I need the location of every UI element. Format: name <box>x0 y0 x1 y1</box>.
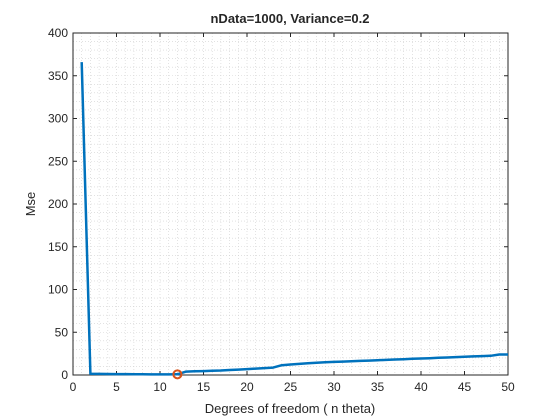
y-tick-label: 0 <box>61 368 68 382</box>
y-axis-label: Mse <box>23 192 38 217</box>
axis-ticks: 0 5 10 15 20 25 30 35 40 45 50 0 50 100 150 200 250 300 35… <box>48 26 515 394</box>
y-tick-label: 50 <box>55 325 69 339</box>
x-tick-label: 20 <box>240 380 254 394</box>
chart-title: nData=1000, Variance=0.2 <box>210 11 369 26</box>
x-tick-label: 15 <box>197 380 211 394</box>
x-axis-label: Degrees of freedom ( n theta) <box>205 401 376 416</box>
y-tick-label: 300 <box>48 112 68 126</box>
x-tick-label: 5 <box>113 380 120 394</box>
minimum-marker <box>172 369 183 380</box>
y-tick-label: 150 <box>48 240 68 254</box>
x-tick-label: 45 <box>458 380 472 394</box>
x-tick-label: 35 <box>371 380 385 394</box>
x-tick-label: 0 <box>70 380 77 394</box>
x-tick-label: 30 <box>327 380 341 394</box>
y-tick-label: 100 <box>48 283 68 297</box>
y-tick-label: 400 <box>48 26 68 40</box>
x-tick-label: 25 <box>284 380 298 394</box>
y-tick-label: 350 <box>48 69 68 83</box>
mse-series-line <box>80 62 508 376</box>
minor-grid <box>73 33 508 375</box>
series-layer <box>80 62 508 380</box>
x-tick-label: 10 <box>153 380 167 394</box>
y-tick-label: 200 <box>48 197 68 211</box>
y-tick-label: 250 <box>48 154 68 168</box>
x-tick-label: 50 <box>501 380 515 394</box>
x-tick-label: 40 <box>414 380 428 394</box>
